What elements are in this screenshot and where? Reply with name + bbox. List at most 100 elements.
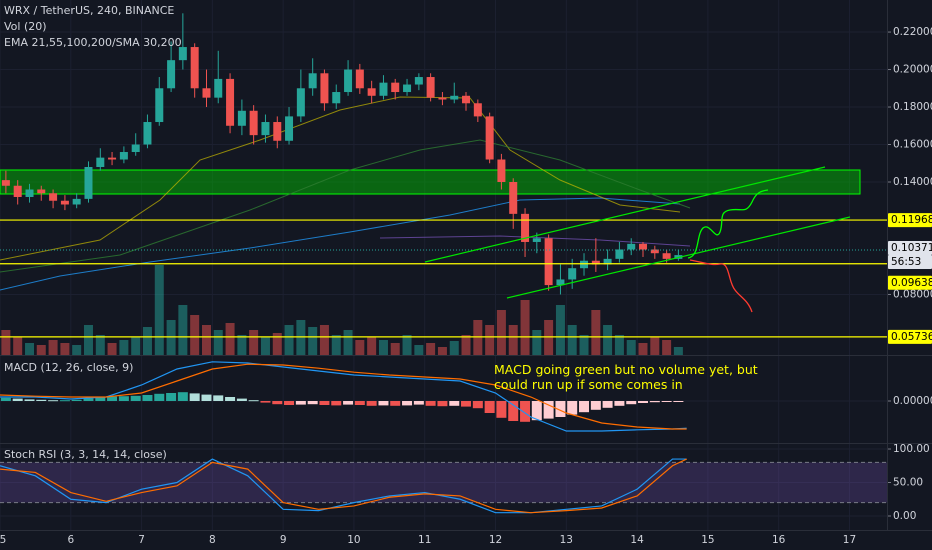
candle-body <box>544 238 553 286</box>
histogram-bar <box>95 397 106 401</box>
candle-body <box>367 88 376 96</box>
volume-bar <box>579 335 589 355</box>
x-tick-label: 5 <box>0 534 6 546</box>
volume-bar <box>213 330 223 355</box>
volume-bar <box>83 325 93 355</box>
histogram-bar <box>614 401 625 406</box>
volume-bar <box>378 340 388 355</box>
volume-bar <box>36 345 46 355</box>
volume-bar <box>567 325 577 355</box>
histogram-bar <box>0 397 11 401</box>
candle-body <box>591 260 600 265</box>
candle-body <box>1 180 10 186</box>
candle-body <box>414 77 423 85</box>
candle-body <box>603 258 612 265</box>
histogram-bar <box>118 396 129 401</box>
volume-bar <box>308 327 318 355</box>
level-label: 0.09638 <box>891 277 932 289</box>
histogram-bar <box>437 401 448 407</box>
symbol-title: WRX / TetherUS, 240, BINANCE <box>4 4 174 17</box>
histogram-bar <box>201 394 212 401</box>
volume-bar <box>603 325 613 355</box>
volume-bar <box>154 265 164 355</box>
indicator-label: EMA 21,55,100,200/SMA 30,200 <box>4 36 182 49</box>
y-tick-label: 50.00 <box>893 477 923 489</box>
volume-bar <box>225 323 235 355</box>
candle-body <box>108 157 117 160</box>
histogram-bar <box>461 401 472 407</box>
candle-body <box>273 122 282 141</box>
histogram-bar <box>472 401 483 409</box>
candle-body <box>650 249 659 254</box>
volume-bar <box>485 325 495 355</box>
candle-body <box>580 260 589 269</box>
indicator-line <box>0 363 687 430</box>
histogram-bar <box>567 401 578 415</box>
volume-bar <box>249 330 259 355</box>
drawings-front <box>424 166 851 313</box>
volume-bar <box>437 347 447 355</box>
candle-body <box>497 159 506 182</box>
x-tick-label: 6 <box>67 534 74 546</box>
candle-body <box>426 77 435 98</box>
volume-bar <box>650 337 660 355</box>
volume-bar <box>426 343 436 355</box>
candle-body <box>37 189 46 194</box>
candle-body <box>462 95 471 104</box>
candle-body <box>49 193 58 201</box>
volume-bar <box>13 337 23 355</box>
volume-bar <box>367 337 377 355</box>
histogram-bar <box>24 399 35 401</box>
candle-body <box>155 88 164 123</box>
histogram-bar <box>520 401 531 422</box>
volume-bar <box>25 343 35 355</box>
x-tick-label: 16 <box>772 534 786 546</box>
pane-title: Stoch RSI (3, 3, 14, 14, close) <box>4 448 167 461</box>
volume-bar <box>284 325 294 355</box>
volume-bar <box>166 320 176 355</box>
candle-body <box>202 88 211 98</box>
volume-bar <box>131 337 141 355</box>
histogram-bar <box>449 401 460 406</box>
indicator-line <box>0 458 687 514</box>
histogram-bar <box>236 398 247 401</box>
candle-body <box>60 200 69 205</box>
candle-body <box>391 82 400 93</box>
pane-title: MACD (12, 26, close, 9) <box>4 361 133 374</box>
volume-bar <box>72 345 82 355</box>
volume-bar <box>190 315 200 355</box>
candle-body <box>568 268 577 280</box>
candle-body <box>438 97 447 100</box>
histogram-bar <box>626 401 637 405</box>
volume-bar <box>638 343 648 355</box>
volume-bar <box>296 320 306 355</box>
histogram-bar <box>295 401 306 405</box>
candle-body <box>403 84 412 93</box>
x-tick-label: 14 <box>630 534 644 546</box>
countdown-label: 56:53 <box>891 256 921 268</box>
candle-body <box>237 110 246 126</box>
indicator-line <box>0 361 687 432</box>
annotation-box: MACD going green but no volume yet, but … <box>494 362 758 392</box>
zone <box>0 169 861 195</box>
volume-bar <box>544 320 554 355</box>
histogram-bar <box>673 401 684 402</box>
candle-body <box>296 88 305 117</box>
histogram-bar <box>354 401 365 405</box>
indicator-label: Vol (20) <box>4 20 47 33</box>
volume-bar <box>201 325 211 355</box>
candle-body <box>190 47 199 89</box>
candle-body <box>25 189 34 197</box>
histogram-bar <box>378 401 389 406</box>
histogram-bar <box>154 393 165 401</box>
x-tick-label: 8 <box>209 534 216 546</box>
histogram-bar <box>637 401 648 403</box>
histogram-bar <box>189 393 200 401</box>
histogram-bar <box>272 401 283 405</box>
histogram-bar <box>284 401 295 405</box>
histogram-bar <box>142 395 153 401</box>
